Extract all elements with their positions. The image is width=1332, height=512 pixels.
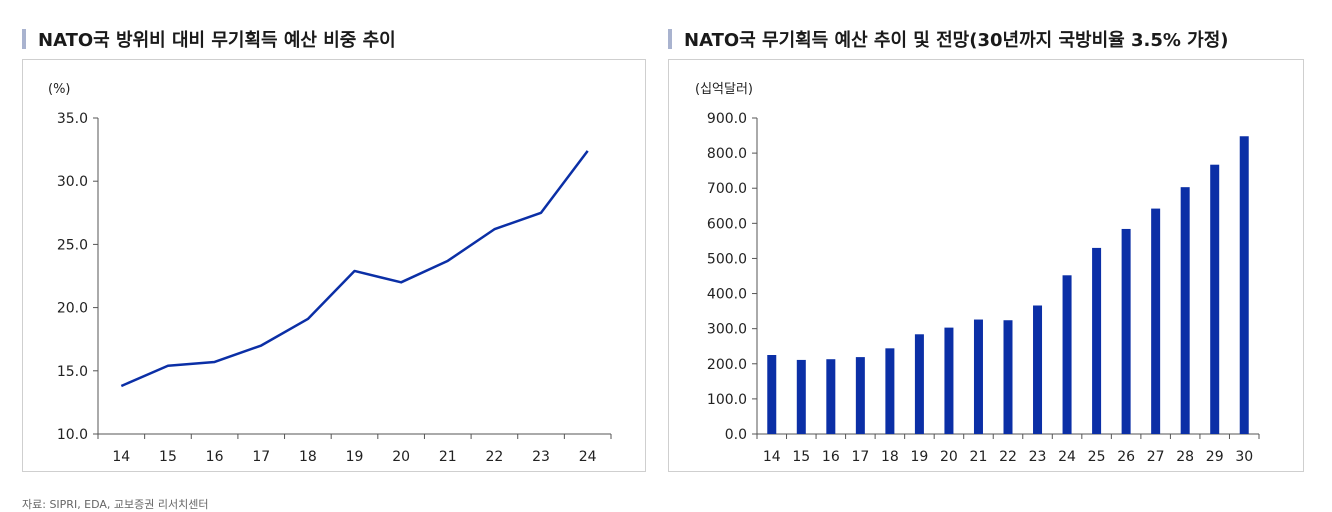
- y-tick-label: 30.0: [57, 174, 88, 190]
- x-tick-label: 19: [346, 449, 364, 465]
- x-tick-label: 14: [763, 449, 781, 465]
- x-tick-label: 16: [822, 449, 840, 465]
- series-line: [121, 151, 587, 386]
- title-accent-bar: [22, 29, 26, 49]
- right-chart-frame: (십억달러) 0.0 100.0 200.0 300.0 400.0 500.0 600.0 7…: [668, 59, 1304, 472]
- x-tick-label: 18: [299, 449, 317, 465]
- data-bar: [1122, 229, 1131, 434]
- left-line-chart: (%) 10.0 15.0 20.0 25.0 30.0 35.0 14 15 16 17 18 19 2…: [23, 60, 645, 471]
- y-tick-label: 300.0: [707, 322, 747, 338]
- y-tick-label: 0.0: [725, 427, 747, 443]
- data-bar: [915, 334, 924, 434]
- data-bar: [1063, 275, 1072, 434]
- x-tick-label: 17: [252, 449, 270, 465]
- right-chart-title-wrap: NATO국 무기획득 예산 추이 및 전망(30년까지 국방비율 3.5% 가정…: [668, 26, 1229, 52]
- data-bar: [856, 357, 865, 434]
- data-bar: [1033, 305, 1042, 434]
- right-chart-title: NATO국 무기획득 예산 추이 및 전망(30년까지 국방비율 3.5% 가정…: [684, 26, 1229, 52]
- x-tick-label: 23: [1029, 449, 1047, 465]
- y-tick-label: 25.0: [57, 237, 88, 253]
- y-tick-label: 600.0: [707, 216, 747, 232]
- data-bar: [944, 328, 953, 434]
- y-tick-label: 10.0: [57, 427, 88, 443]
- y-tick-label: 15.0: [57, 364, 88, 380]
- source-note: 자료: SIPRI, EDA, 교보증권 리서치센터: [22, 496, 209, 512]
- x-tick-label: 16: [206, 449, 224, 465]
- left-chart-title: NATO국 방위비 대비 무기획득 예산 비중 추이: [38, 26, 396, 52]
- right-bar-chart: (십억달러) 0.0 100.0 200.0 300.0 400.0 500.0 600.0 7…: [669, 60, 1303, 471]
- x-tick-label: 20: [392, 449, 410, 465]
- y-unit-label: (십억달러): [695, 82, 753, 97]
- x-tick-label: 17: [851, 449, 869, 465]
- x-tick-label: 27: [1147, 449, 1165, 465]
- data-bar: [797, 360, 806, 434]
- data-bar: [1151, 209, 1160, 434]
- x-tick-label: 21: [439, 449, 457, 465]
- data-bar: [1181, 187, 1190, 434]
- y-unit-label: (%): [48, 82, 71, 97]
- x-tick-label: 24: [579, 449, 597, 465]
- y-tick-label: 100.0: [707, 392, 747, 408]
- left-chart-title-wrap: NATO국 방위비 대비 무기획득 예산 비중 추이: [22, 26, 396, 52]
- x-tick-label: 18: [881, 449, 899, 465]
- y-tick-label: 500.0: [707, 251, 747, 267]
- data-bar: [1210, 165, 1219, 434]
- left-chart-panel: NATO국 방위비 대비 무기획득 예산 비중 추이 (%) 10.0 15.0 20…: [22, 26, 646, 476]
- y-tick-label: 400.0: [707, 287, 747, 303]
- x-tick-label: 15: [159, 449, 177, 465]
- data-bar: [1004, 320, 1013, 434]
- x-tick-label: 14: [112, 449, 130, 465]
- data-bar: [885, 348, 894, 434]
- y-tick-label: 700.0: [707, 181, 747, 197]
- x-tick-label: 15: [792, 449, 810, 465]
- x-tick-label: 22: [999, 449, 1017, 465]
- x-tick-label: 22: [485, 449, 503, 465]
- y-tick-label: 20.0: [57, 301, 88, 317]
- x-tick-label: 20: [940, 449, 958, 465]
- y-tick-label: 800.0: [707, 146, 747, 162]
- x-tick-label: 29: [1206, 449, 1224, 465]
- x-tick-label: 28: [1176, 449, 1194, 465]
- x-tick-label: 25: [1088, 449, 1106, 465]
- y-tick-label: 35.0: [57, 111, 88, 127]
- data-bar: [767, 355, 776, 434]
- x-tick-label: 30: [1235, 449, 1253, 465]
- title-accent-bar: [668, 29, 672, 49]
- right-chart-panel: NATO국 무기획득 예산 추이 및 전망(30년까지 국방비율 3.5% 가정…: [668, 26, 1312, 476]
- y-tick-label: 900.0: [707, 111, 747, 127]
- x-tick-label: 19: [910, 449, 928, 465]
- y-tick-label: 200.0: [707, 357, 747, 373]
- x-tick-label: 23: [532, 449, 550, 465]
- data-bar: [1092, 248, 1101, 434]
- data-bar: [974, 320, 983, 434]
- x-tick-label: 21: [970, 449, 988, 465]
- left-chart-frame: (%) 10.0 15.0 20.0 25.0 30.0 35.0 14 15 16 17 18 19 2…: [22, 59, 646, 472]
- x-tick-label: 26: [1117, 449, 1135, 465]
- x-tick-label: 24: [1058, 449, 1076, 465]
- data-bar: [826, 359, 835, 434]
- data-bar: [1240, 136, 1249, 434]
